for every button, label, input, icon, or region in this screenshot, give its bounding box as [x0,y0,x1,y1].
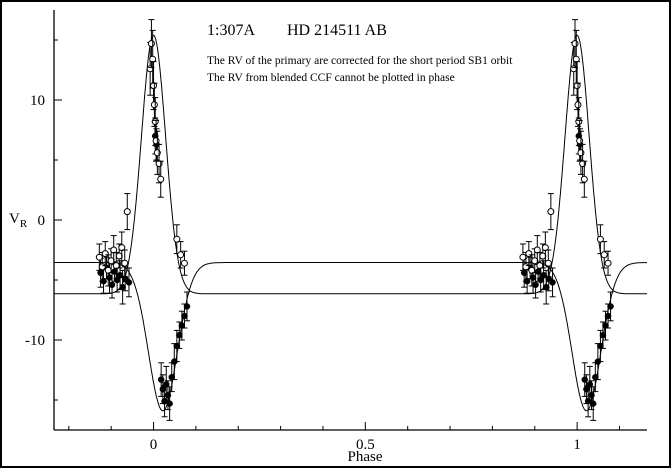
y-axis-label-main: V [9,211,20,227]
x-tick-label: 0.5 [356,437,375,453]
secondary-data-point [573,82,581,90]
secondary-data-point [173,235,181,243]
secondary-data-point [544,259,552,267]
secondary-data-point [150,82,158,90]
secondary-data-point [157,175,165,183]
secondary-data-point [98,263,106,271]
secondary-data-point [571,40,579,48]
x-axis-label: Phase [348,449,383,465]
primary-data-point [183,303,191,310]
secondary-data-point [572,55,580,63]
plot-title-id: 1:307A [207,22,255,39]
secondary-data-point [576,137,584,145]
annotation-line-2: The RV from blended CCF cannot be plotte… [207,72,455,84]
primary-data-point [607,303,614,310]
primary-data-point [589,400,597,407]
plot-title-system: HD 214511 AB [287,22,387,39]
secondary-data-point [522,263,530,271]
primary-data-point [108,281,116,289]
secondary-data-point [123,208,131,216]
y-axis-label-subscript: R [20,218,28,230]
x-tick-label: 1 [573,437,581,453]
secondary-data-point [180,259,188,267]
secondary-data-point [177,251,185,259]
secondary-data-point [121,259,129,267]
secondary-data-point [147,40,155,48]
secondary-data-point [152,137,160,145]
secondary-data-point [580,175,588,183]
secondary-data-point [574,101,582,109]
primary-data-point [166,400,173,407]
x-tick-label: 0 [150,437,158,453]
primary-data-point [125,279,133,286]
secondary-data-point [604,259,612,267]
secondary-data-point [519,253,527,261]
secondary-data-point [149,55,157,63]
primary-data-point [532,281,539,289]
secondary-data-point [118,244,126,252]
secondary-data-point [525,250,533,258]
secondary-data-point [110,246,118,254]
secondary-data-point [575,118,583,126]
annotation-line-1: The RV of the primary are corrected for … [207,55,513,67]
secondary-data-point [596,235,604,243]
secondary-data-point [95,253,103,261]
secondary-data-point [600,251,608,259]
primary-orbit-fit [54,262,647,412]
data-points [95,19,614,421]
y-tick-label: -10 [25,333,45,349]
secondary-data-point [541,244,549,252]
secondary-data-point [101,250,109,258]
secondary-data-point [547,208,555,216]
y-tick-label: 0 [38,213,46,229]
y-axis-label: VR [9,211,28,230]
axis-ticks: 10 0 -10 0 0.5 1 [25,39,620,453]
primary-data-point [549,279,556,286]
secondary-data-point [151,118,159,126]
secondary-data-point [533,246,541,254]
model-curves [54,34,647,412]
y-tick-label: 10 [30,93,45,109]
secondary-data-point [150,101,158,109]
